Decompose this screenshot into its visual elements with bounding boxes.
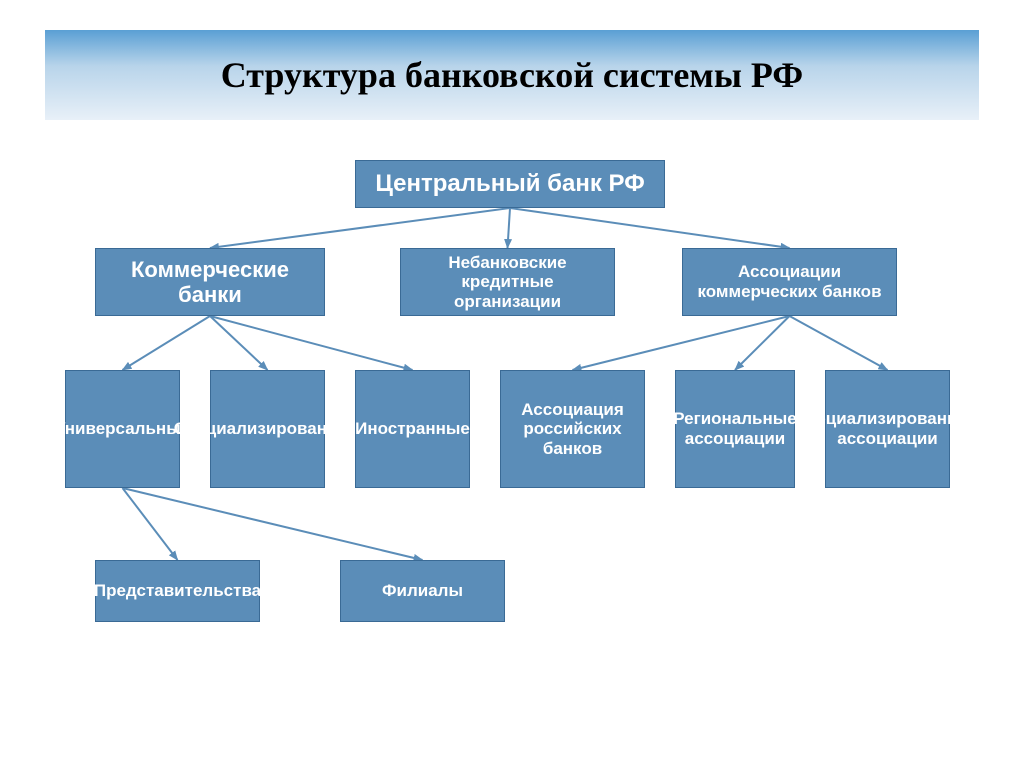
edge-l1c-l2d [573, 316, 790, 370]
node-l1a: Коммерческие банки [95, 248, 325, 316]
edge-l1a-l2c [210, 316, 413, 370]
node-l2c: Иностранные [355, 370, 470, 488]
node-l2a: Универсальные [65, 370, 180, 488]
node-l1b: Небанковские кредитные организации [400, 248, 615, 316]
edge-l1a-l2a [123, 316, 211, 370]
node-l2d: Ассоциация российских банков [500, 370, 645, 488]
edge-root-l1a [210, 208, 510, 248]
edge-root-l1c [510, 208, 790, 248]
node-l1c: Ассоциации коммерческих банков [682, 248, 897, 316]
node-l3b: Филиалы [340, 560, 505, 622]
edge-l1c-l2e [735, 316, 790, 370]
page-title: Структура банковской системы РФ [221, 54, 803, 96]
edge-l2a-l3b [123, 488, 423, 560]
edge-l1a-l2b [210, 316, 268, 370]
node-l2b: Специализированные [210, 370, 325, 488]
edge-l1c-l2f [790, 316, 888, 370]
title-bar: Структура банковской системы РФ [45, 30, 979, 120]
node-root: Центральный банк РФ [355, 160, 665, 208]
node-l2f: Специализированные ассоциации [825, 370, 950, 488]
node-l2e: Региональные ассоциации [675, 370, 795, 488]
edge-l2a-l3a [123, 488, 178, 560]
node-l3a: Представительства [95, 560, 260, 622]
edge-root-l1b [508, 208, 511, 248]
